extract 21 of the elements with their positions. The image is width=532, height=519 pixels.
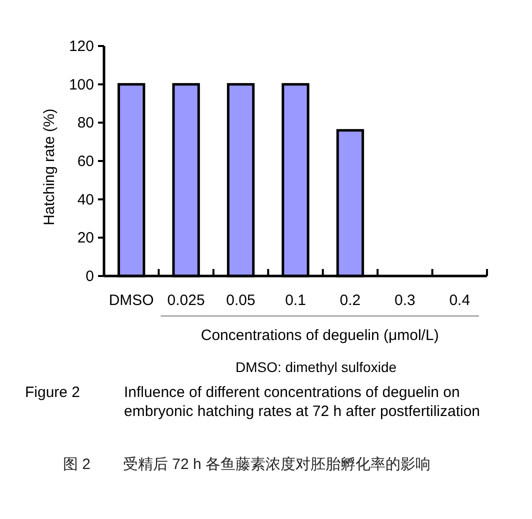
y-tick-label: 0 bbox=[86, 268, 94, 285]
text: 受精后 72 h 各鱼藤素浓度对胚胎孵化率的影响 bbox=[123, 455, 432, 475]
y-tick-label: 120 bbox=[68, 38, 94, 55]
y-tick-label: 60 bbox=[77, 153, 94, 170]
y-tick-label: 100 bbox=[68, 76, 94, 94]
x-tick-label: 0.025 bbox=[167, 292, 205, 309]
x-tick-label: 0.2 bbox=[340, 292, 361, 309]
x-tick-label: 0.1 bbox=[285, 292, 306, 309]
y-tick-label: 80 bbox=[77, 114, 94, 132]
text: DMSO: dimethyl sulfoxide bbox=[235, 359, 397, 375]
x-tick-label: 0.05 bbox=[226, 292, 256, 309]
y-tick-label: 40 bbox=[77, 191, 94, 208]
x-tick-label: 0.4 bbox=[449, 292, 470, 309]
x-tick-label: 0.3 bbox=[394, 292, 416, 309]
text: Influence of different concentrations of deguelin on embryonic hatching rates at 72 h after postfertilization bbox=[124, 383, 482, 421]
y-axis-title: Hatching rate (%) bbox=[41, 108, 58, 226]
x-tick-label: DMSO bbox=[108, 292, 154, 309]
caption: 图 2 bbox=[63, 455, 92, 475]
x-axis-title: Concentrations of deguelin (μmol/L) bbox=[200, 327, 439, 344]
caption: Figure 2 bbox=[25, 383, 82, 402]
y-tick-label: 20 bbox=[77, 230, 94, 247]
